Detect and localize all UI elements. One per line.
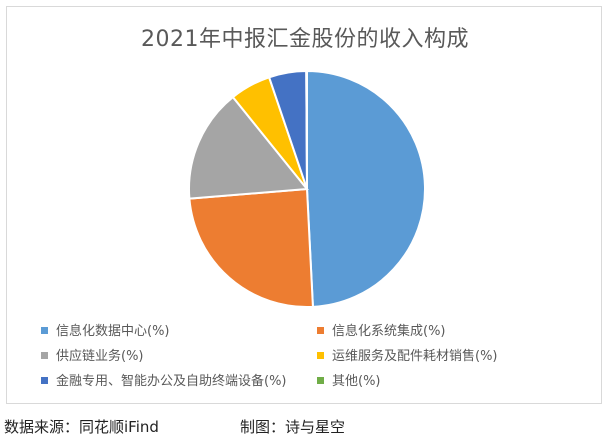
pie-slice-6 <box>305 69 308 190</box>
pie-chart <box>188 69 426 308</box>
pie-slice-2 <box>188 187 314 308</box>
pie-slice-3 <box>188 95 309 200</box>
legend-item-1: 信息化数据中心(%) <box>41 320 170 339</box>
legend-swatch <box>41 352 48 359</box>
legend-item-2: 信息化系统集成(%) <box>317 320 446 339</box>
footer: 数据来源：同花顺iFind 制图：诗与星空 <box>4 416 345 437</box>
legend-swatch <box>41 377 48 384</box>
legend-label: 其他(%) <box>332 374 381 389</box>
legend-swatch <box>317 352 324 359</box>
legend-item-6: 其他(%) <box>317 370 381 389</box>
legend-label: 供应链业务(%) <box>56 349 144 364</box>
legend-label: 金融专用、智能办公及自助终端设备(%) <box>56 374 287 389</box>
chart-frame: 2021年中报汇金股份的收入构成 信息化数据中心(%) 信息化系统集成(%) 供应链… <box>6 6 602 404</box>
legend-swatch <box>317 377 324 384</box>
legend-item-3: 供应链业务(%) <box>41 345 144 364</box>
legend-item-5: 金融专用、智能办公及自助终端设备(%) <box>41 370 287 389</box>
legend-label: 信息化数据中心(%) <box>56 324 170 339</box>
legend-label: 运维服务及配件耗材销售(%) <box>332 349 498 364</box>
legend-item-4: 运维服务及配件耗材销售(%) <box>317 345 498 364</box>
chart-credit: 制图：诗与星空 <box>240 418 346 436</box>
data-source-note: 数据来源：同花顺iFind <box>4 418 159 436</box>
legend-swatch <box>41 327 48 334</box>
legend-label: 信息化系统集成(%) <box>332 324 446 339</box>
pie-slice-1 <box>306 69 426 308</box>
legend-swatch <box>317 327 324 334</box>
chart-title: 2021年中报汇金股份的收入构成 <box>141 27 469 52</box>
